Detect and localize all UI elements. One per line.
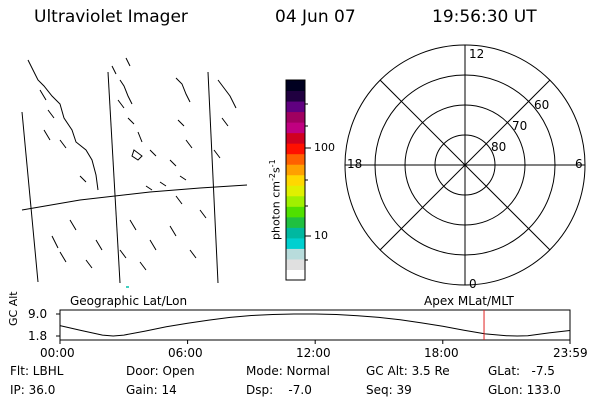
status-door: Door: Open [126,364,195,378]
geographic-label: Geographic Lat/Lon [70,294,188,308]
coastline [111,65,157,157]
x-tick-label: 18:00 [424,346,459,360]
colorbar-cell [286,111,305,123]
colorbar-cell [286,206,305,218]
mlt-label-18: 18 [347,157,363,171]
y-axis-label: GC Alt [7,291,20,326]
x-tick-label: 00:00 [40,346,75,360]
coastline [175,77,193,205]
status-seq: Seq: 39 [366,383,412,397]
colorbar-tick-label: 10 [314,229,328,242]
colorbar-cell [286,90,305,102]
colorbar-cell [286,153,305,165]
colorbar-tick-label: 100 [314,141,335,154]
colorbar-cell [286,80,305,92]
mlat-label-60: 60 [534,98,550,112]
x-tick-label: 06:00 [168,346,203,360]
coastline [125,57,177,191]
status-flt: Flt: LBHL [10,364,64,378]
coastline [27,59,99,191]
colorbar-cell [286,216,305,228]
map-meridian-line [107,71,121,284]
altitude-line [59,313,570,337]
map-latitude-line [21,184,248,211]
mlat-label-80: 80 [491,140,507,154]
polar-diagonal [379,79,551,251]
colorbar-cell [286,143,305,155]
y-tick-label: 9.0 [28,307,48,321]
status-ip: IP: 36.0 [10,383,56,397]
colorbar-cell [286,269,305,281]
coastline [39,89,87,263]
x-tick-label: 12:00 [296,346,331,360]
colorbar-cell [286,101,305,113]
mlt-label-0: 0 [469,277,477,291]
time-label: 19:56:30 UT [432,7,537,27]
instrument-title: Ultraviolet Imager [34,7,188,27]
mlt-label-12: 12 [469,47,485,61]
map-meridian-line [21,111,39,283]
status-glon: GLon: 133.0 [488,383,561,397]
coastline [129,79,237,259]
mlt-label-6: 6 [575,157,583,171]
status-glat: GLat: -7.5 [488,364,555,378]
apex-label: Apex MLat/MLT [424,294,514,308]
status-mode: Mode: Normal [246,364,330,378]
status-gain: Gain: 14 [126,383,177,397]
colorbar-cell [286,195,305,207]
status-dsp: Dsp: -7.0 [246,383,312,397]
colorbar-cell [286,248,305,260]
mlat-label-70: 70 [512,119,528,133]
coastline [85,209,207,271]
data-pixel [126,286,129,288]
colorbar-cell [286,185,305,197]
colorbar-cell [286,258,305,270]
map-meridian-line [207,71,219,284]
colorbar-cell [286,227,305,239]
colorbar-cell [286,237,305,249]
colorbar-cell [286,132,305,144]
colorbar-cell [286,122,305,134]
date-label: 04 Jun 07 [275,7,356,27]
x-tick-label: 23:59 [553,346,588,360]
colorbar-cell [286,164,305,176]
status-gcalt: GC Alt: 3.5 Re [366,364,450,378]
colorbar-cell [286,174,305,186]
y-tick-label: 1.8 [28,329,48,343]
